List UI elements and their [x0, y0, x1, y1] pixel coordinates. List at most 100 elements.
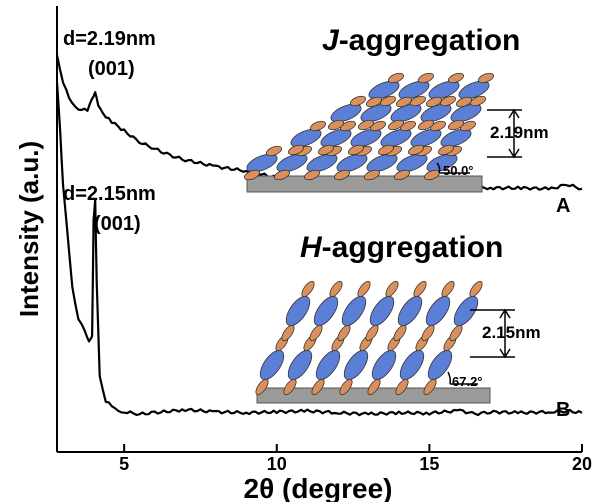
- j-molecule-tail: [350, 95, 366, 107]
- x-tick-label-20: 20: [572, 454, 592, 474]
- h-molecule-tail: [309, 324, 323, 342]
- j-molecule-tail: [418, 72, 434, 84]
- h-molecule-tail: [329, 280, 343, 298]
- h-molecule-core: [313, 295, 339, 327]
- j-molecule-tail: [426, 96, 442, 108]
- h-molecule-core: [453, 295, 479, 327]
- h-molecule-core: [397, 295, 423, 327]
- j-molecule-tail: [408, 144, 424, 156]
- j-molecule-tail: [366, 96, 382, 108]
- j-molecule-tail: [388, 72, 404, 84]
- j-molecule-tail: [380, 95, 396, 107]
- h-aggregation-title: H-aggregation: [300, 231, 503, 264]
- j-spacing-arrowheads: [508, 108, 520, 159]
- j-molecule-core: [336, 153, 368, 173]
- h-molecule-tail: [423, 378, 437, 396]
- j-molecule-tail: [456, 96, 472, 108]
- j-molecule-tail: [318, 144, 334, 156]
- j-molecule-tail: [430, 120, 446, 132]
- h-molecule-tail: [281, 324, 295, 342]
- j-molecule-tail: [244, 169, 260, 181]
- j-molecule-core: [366, 153, 398, 173]
- j-molecule-tail: [448, 119, 464, 131]
- h-molecule-layers: [255, 280, 483, 396]
- j-molecule-tail: [378, 144, 394, 156]
- h-angle-label: 67.2°: [452, 374, 483, 389]
- j-molecule-tail: [274, 169, 290, 181]
- j-molecule-core: [398, 80, 430, 100]
- x-tick-label-10: 10: [267, 454, 287, 474]
- series-a-label: A: [556, 195, 570, 217]
- j-angle-arc: [436, 162, 441, 174]
- h-molecule-core: [315, 349, 341, 381]
- series-b-line: [55, 81, 583, 417]
- h-molecule-core: [399, 349, 425, 381]
- x-tick-label-5: 5: [119, 454, 129, 474]
- j-molecule-core: [320, 128, 352, 148]
- j-molecule-tail: [358, 119, 374, 131]
- h-molecule-tail: [337, 324, 351, 342]
- j-aggregation-title: J-aggregation: [322, 24, 520, 57]
- series-b-label: B: [556, 399, 570, 421]
- h-molecule-core: [285, 295, 311, 327]
- j-molecule-core: [396, 153, 428, 173]
- j-molecule-core: [290, 128, 322, 148]
- peak-a-index: (001): [88, 58, 135, 80]
- j-spacing-label: 2.19nm: [490, 123, 549, 142]
- h-molecule-core: [343, 349, 369, 381]
- j-molecule-tail: [396, 96, 412, 108]
- x-axis-label: 2θ (degree): [244, 473, 393, 502]
- h-molecule-core: [369, 295, 395, 327]
- j-molecule-core: [458, 80, 490, 100]
- j-molecule-tail: [348, 144, 364, 156]
- h-molecule-tail: [413, 280, 427, 298]
- j-aggregation-schematic: 50.0° 2.19nm: [244, 72, 549, 193]
- j-molecule-core: [330, 103, 362, 123]
- y-axis-label: Intensity (a.u.): [14, 141, 44, 317]
- j-molecule-tail: [288, 144, 304, 156]
- j-molecule-tail: [304, 169, 320, 181]
- j-molecule-core: [350, 128, 382, 148]
- h-aggregation-schematic: 67.2° 2.15nm: [255, 280, 541, 404]
- h-spacing-label: 2.15nm: [482, 323, 541, 342]
- h-angle-arc: [447, 371, 451, 385]
- j-molecule-core: [428, 80, 460, 100]
- j-molecule-core: [426, 153, 458, 173]
- j-molecule-tail: [370, 120, 386, 132]
- j-molecule-layers: [244, 72, 494, 181]
- h-molecule-tail: [283, 378, 297, 396]
- j-molecule-tail: [400, 120, 416, 132]
- h-molecule-tail: [441, 280, 455, 298]
- j-molecule-tail: [310, 120, 326, 132]
- h-molecule-tail: [395, 378, 409, 396]
- peak-a-d-spacing: d=2.19nm: [63, 28, 156, 50]
- h-molecule-core: [287, 349, 313, 381]
- h-molecule-tail: [255, 378, 269, 396]
- j-molecule-tail: [440, 95, 456, 107]
- h-molecule-tail: [421, 324, 435, 342]
- h-molecule-tail: [469, 280, 483, 298]
- j-molecule-tail: [460, 120, 476, 132]
- j-molecule-core: [380, 128, 412, 148]
- h-molecule-tail: [449, 324, 463, 342]
- h-molecule-tail: [385, 280, 399, 298]
- j-molecule-core: [410, 128, 442, 148]
- h-spacing-arrowheads: [499, 308, 511, 359]
- x-tick-label-15: 15: [419, 454, 439, 474]
- j-molecule-tail: [388, 119, 404, 131]
- j-angle-label: 50.0°: [443, 163, 474, 178]
- h-molecule-tail: [339, 378, 353, 396]
- h-molecule-tail: [365, 324, 379, 342]
- j-molecule-core: [276, 153, 308, 173]
- j-molecule-tail: [266, 145, 282, 157]
- j-molecule-tail: [328, 119, 344, 131]
- h-molecule-tail: [393, 324, 407, 342]
- peak-b-index: (001): [94, 213, 141, 235]
- h-molecule-tail: [301, 280, 315, 298]
- j-molecule-tail: [448, 72, 464, 84]
- h-molecule-tail: [311, 378, 325, 396]
- j-molecule-core: [246, 153, 278, 173]
- j-molecule-tail: [478, 72, 494, 84]
- h-molecule-core: [427, 349, 453, 381]
